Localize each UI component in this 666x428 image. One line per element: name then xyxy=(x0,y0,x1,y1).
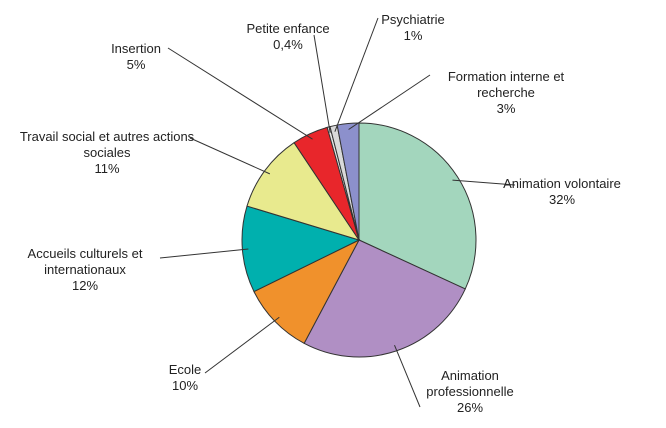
slice-name: Formation interne et recherche xyxy=(447,69,565,100)
slice-name: Insertion xyxy=(111,41,161,56)
slice-value: 11% xyxy=(94,161,120,176)
slice-value: 1% xyxy=(403,28,423,43)
slice-label: Petite enfance 0,4% xyxy=(233,21,343,53)
slice-value: 5% xyxy=(126,57,146,72)
slice-value: 0,4% xyxy=(273,37,303,52)
leader-line xyxy=(159,248,249,259)
slice-name: Ecole xyxy=(168,362,202,377)
slice-label: Ecole 10% xyxy=(155,362,215,394)
slice-label: Accueils culturels et internationaux 12% xyxy=(0,246,170,294)
slice-value: 32% xyxy=(548,192,576,207)
leader-line xyxy=(334,17,379,132)
slice-label: Animation volontaire 32% xyxy=(482,176,642,208)
slice-name: Travail social et autres actions sociale… xyxy=(19,129,195,160)
pie-slice xyxy=(253,238,361,345)
slice-name: Petite enfance xyxy=(246,21,330,36)
slice-name: Accueils culturels et internationaux xyxy=(27,246,143,277)
slice-name: Psychiatrie xyxy=(381,12,445,27)
leader-line xyxy=(313,34,331,133)
slice-name: Animation professionnelle xyxy=(426,368,514,399)
slice-label: Travail social et autres actions sociale… xyxy=(17,129,197,177)
slice-label: Animation professionnelle 26% xyxy=(410,368,530,416)
leader-line xyxy=(167,47,313,140)
slice-label: Insertion 5% xyxy=(96,41,176,73)
slice-value: 3% xyxy=(496,101,516,116)
leader-line xyxy=(394,344,421,408)
leader-line xyxy=(189,137,271,175)
leader-line xyxy=(204,316,280,374)
leader-line xyxy=(348,74,431,130)
pie-slice xyxy=(246,141,361,241)
slice-label: Psychiatrie 1% xyxy=(363,12,463,44)
slice-value: 26% xyxy=(456,400,484,415)
slice-label: Formation interne et recherche 3% xyxy=(426,69,586,117)
leader-line xyxy=(452,179,516,186)
slice-name: Animation volontaire xyxy=(503,176,621,191)
slice-value: 12% xyxy=(71,278,99,293)
slice-value: 10% xyxy=(171,378,199,393)
pie-slice xyxy=(358,122,477,290)
